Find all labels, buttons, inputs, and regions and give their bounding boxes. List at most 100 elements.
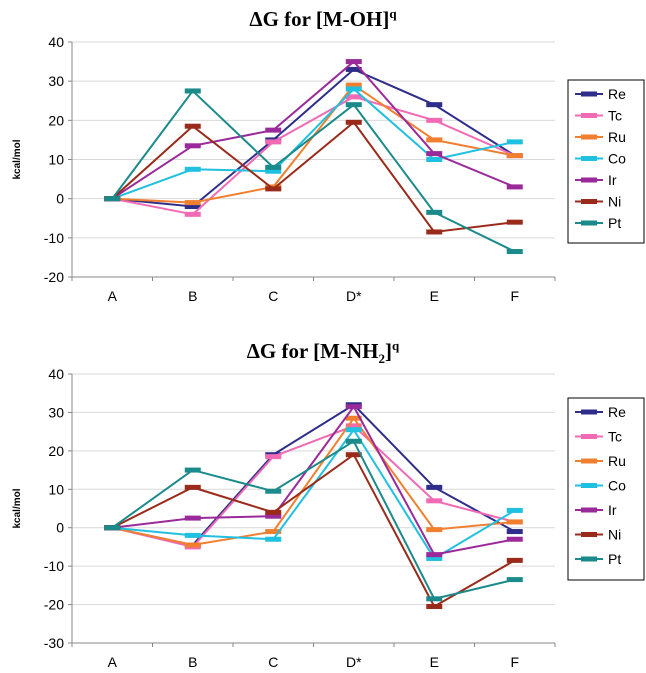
chart-title-oh-sup: q [389,6,397,21]
legend-marker-co [581,156,597,161]
x-tick-label: A [108,654,118,670]
chart-title-nh2-sup: q [392,338,400,353]
data-point-ir [426,151,443,157]
legend-marker-ru [581,134,597,140]
data-point-co [506,507,523,513]
y-tick-label: 0 [56,191,64,207]
data-point-ru [184,542,201,548]
legend-label-pt: Pt [608,215,621,231]
data-point-ni [426,229,443,235]
data-point-ir [345,404,362,410]
series-line-tc [112,424,516,549]
data-point-re [426,484,443,490]
data-point-co [265,168,282,174]
x-tick-label: D* [346,654,362,670]
data-point-pt [345,438,362,444]
legend-marker-ir [581,507,597,513]
legend: Re Tc Ru Co Ir Ni Pt [567,79,645,244]
data-point-ni [265,186,282,192]
data-point-tc [426,498,443,504]
data-point-co [184,166,201,172]
series-line-re [112,68,516,208]
legend-marker-pt [581,556,597,562]
y-tick-label: -10 [44,230,64,246]
y-tick-label: 30 [48,404,64,420]
data-point-pt [345,102,362,108]
data-point-ni [426,603,443,609]
x-tick-label: B [188,654,197,670]
x-tick-label: F [510,288,519,304]
chart-panel-nh2: ΔG for [M-NH2]q -30 -20 -10 0 10 20 30 40 A B C D* E… [0,330,646,673]
data-point-ru [506,519,523,525]
data-point-pt [184,467,201,473]
data-point-re [506,529,523,535]
data-point-ru [345,82,362,88]
chart-title-oh-text: ΔG for [M-OH] [249,7,390,31]
data-point-co [506,139,523,145]
legend-label-pt: Pt [608,551,621,567]
y-tick-label: -20 [44,597,64,613]
data-point-pt [184,88,201,94]
legend: Re Tc Ru Co Ir Ni Pt [567,397,645,581]
data-point-ir [184,515,201,521]
legend-label-ir: Ir [608,502,617,518]
y-tick-label: 40 [48,366,64,382]
y-tick-label: -20 [44,269,64,285]
legend-label-ni: Ni [608,194,621,210]
data-point-co [345,427,362,433]
data-point-ni [184,123,201,129]
data-point-pt [265,164,282,170]
data-point-ni [345,119,362,125]
data-point-tc [265,454,282,460]
data-point-ni [265,509,282,515]
data-point-tc [345,423,362,429]
legend-label-ir: Ir [608,172,617,188]
data-point-ir [506,184,523,190]
legend-box [567,79,645,244]
legend-label-ni: Ni [608,527,621,543]
x-tick-label: D* [346,288,362,304]
y-tick-label: 20 [48,443,64,459]
data-point-re [345,66,362,72]
series-line-tc [112,95,516,216]
data-point-tc [345,94,362,100]
data-point-ru [265,529,282,535]
series-line-ni [111,120,515,234]
legend-marker-pt [581,220,597,226]
data-point-ni [506,557,523,563]
data-point-re [426,102,443,108]
legend-marker-ni [581,532,597,537]
chart-title-nh2-text: ΔG for [M-NH [246,339,379,363]
legend-label-ru: Ru [608,129,626,145]
data-point-pt [265,488,282,494]
data-point-ir [506,536,523,542]
data-point-ir [265,513,282,519]
y-tick-label: -30 [44,635,64,651]
x-tick-label: A [108,288,118,304]
legend-label-co: Co [608,478,626,494]
data-point-ru [506,153,523,159]
data-point-co [345,86,362,92]
chart-title-nh2: ΔG for [M-NH2]q [0,338,646,367]
gridlines [72,41,555,278]
x-tick-label: C [268,654,278,670]
legend-label-tc: Tc [608,429,622,445]
data-point-ru [426,527,443,533]
data-point-co [184,532,201,538]
series-line-pt [111,89,516,253]
legend-marker-co [581,483,597,488]
series-line-ni [111,453,516,608]
legend-marker-re [581,409,597,415]
x-tick-label: B [188,288,197,304]
y-tick-label: 40 [48,34,64,50]
data-point-ru [184,200,201,206]
legend-marker-ru [581,458,597,464]
legend-label-co: Co [608,151,626,167]
legend-marker-tc [581,434,597,439]
y-axis-label: kcal/mol [12,488,23,528]
data-point-pt [426,209,443,215]
data-point-pt [426,596,443,602]
chart-title-oh: ΔG for [M-OH]q [0,6,646,32]
